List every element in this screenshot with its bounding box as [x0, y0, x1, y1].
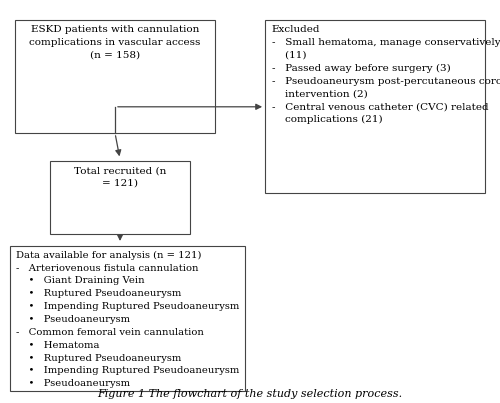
Text: Figure 1 The flowchart of the study selection process.: Figure 1 The flowchart of the study sele…: [98, 389, 403, 399]
Text: Excluded
-   Small hematoma, manage conservatively
    (11)
-   Passed away befo: Excluded - Small hematoma, manage conser…: [272, 25, 500, 124]
Bar: [10, 246, 245, 391]
Bar: [50, 161, 190, 234]
Bar: [15, 20, 215, 133]
Text: Data available for analysis (n = 121)
-   Arteriovenous fistula cannulation
    : Data available for analysis (n = 121) - …: [16, 251, 240, 388]
Bar: [265, 20, 485, 193]
Text: Total recruited (n
= 121): Total recruited (n = 121): [74, 166, 166, 188]
Text: ESKD patients with cannulation
complications in vascular access
(n = 158): ESKD patients with cannulation complicat…: [30, 25, 200, 60]
